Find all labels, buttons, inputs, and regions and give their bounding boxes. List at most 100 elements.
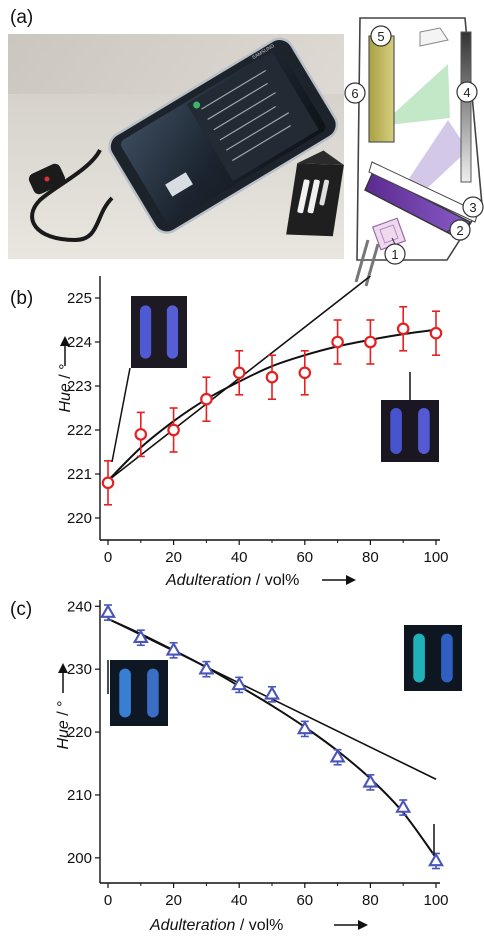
x-tick-label: 40 [231, 892, 248, 909]
y-tick-label: 222 [67, 422, 92, 439]
svg-text:6: 6 [351, 86, 358, 101]
schematic-marker-6: 6 [344, 82, 366, 104]
gray-sensor-strip [460, 31, 472, 183]
data-point [232, 366, 246, 380]
x-tick-label: 0 [104, 892, 112, 909]
x-axis-label: Adulteration / vol% [149, 917, 283, 934]
light-beam-green [380, 64, 450, 126]
y-axis-label-unit: / ° [57, 363, 74, 383]
data-point [231, 676, 248, 691]
inset-image-c-right-left-channel [413, 633, 425, 683]
inset-callout-line [111, 367, 131, 463]
inset-image-c-left-background [110, 660, 168, 726]
data-point [429, 326, 443, 340]
schematic-marker-1: 1 [384, 243, 406, 265]
data-point [165, 641, 182, 656]
data-point [134, 428, 148, 441]
usb-cable [30, 148, 114, 243]
data-point [198, 660, 215, 675]
data-point [167, 423, 180, 437]
inset-image-b-right [381, 400, 439, 462]
data-point [101, 476, 115, 490]
data-point [265, 370, 279, 384]
inset-image-c-left [110, 660, 168, 726]
spectrometer-attachment [286, 150, 344, 237]
y-axis-label-unit: / ° [55, 700, 72, 720]
y-axis-label-name: Hue [57, 383, 74, 412]
data-point [364, 335, 377, 349]
chart-c: 0 20 40 60 80 100 200 210 220 230 240 Adulteration … [55, 598, 462, 934]
x-tick-label: 20 [165, 892, 182, 909]
y-tick-label: 210 [67, 787, 92, 804]
svg-text:5: 5 [377, 29, 384, 44]
x-tick-label: 100 [423, 549, 448, 566]
inset-image-b-left-left-channel [139, 305, 152, 359]
light-beam-violet [408, 120, 468, 195]
y-tick-label: 220 [67, 724, 92, 741]
data-point [200, 392, 213, 406]
inset-image-b-right-right-channel [418, 408, 430, 454]
x-axis-label-unit: / vol% [251, 572, 299, 589]
nonlinear-fit-curve [107, 617, 437, 859]
inset-image-b-left [131, 296, 187, 368]
chart-b: 0 20 40 60 80 100 220 221 222 223 224 225 Adulterati… [57, 276, 449, 589]
inset-image-c-left-right-channel [147, 668, 159, 718]
data-point [298, 366, 312, 380]
x-tick-label: 0 [104, 549, 112, 566]
y-axis-label: Hue / ° [57, 363, 74, 412]
inset-image-c-right-background [404, 625, 462, 691]
inset-image-b-left-right-channel [166, 305, 179, 359]
schematic-marker-5: 5 [370, 25, 392, 47]
inset-image-b-right-background [381, 400, 439, 462]
data-point [362, 773, 379, 788]
x-tick-label: 100 [423, 892, 448, 909]
x-tick-label: 80 [362, 892, 379, 909]
inset-image-c-left-left-channel [119, 668, 131, 718]
y-tick-label: 223 [67, 378, 92, 395]
x-axis-label-name: Adulteration [165, 572, 251, 589]
x-axis-label: Adulteration / vol% [165, 572, 299, 589]
y-tick-label: 220 [67, 510, 92, 527]
data-point [132, 629, 149, 644]
svg-text:4: 4 [463, 85, 470, 100]
schematic-marker-3: 3 [462, 196, 484, 218]
inset-image-c-right-right-channel [441, 633, 453, 683]
data-point [428, 852, 444, 867]
data-point [296, 720, 313, 735]
data-point [329, 748, 346, 763]
data-point [100, 603, 116, 618]
x-tick-label: 20 [165, 549, 182, 566]
y-tick-label: 230 [67, 661, 92, 678]
data-point [396, 322, 410, 336]
y-tick-label: 221 [67, 466, 92, 483]
y-tick-label: 240 [67, 598, 92, 615]
plot-area [107, 617, 437, 859]
photo-smartphone-setup: SAMSUNG [8, 34, 344, 259]
spectrometer-schematic: 1 2 3 4 5 6 [344, 17, 484, 287]
panel-label-c: (c) [10, 599, 32, 620]
x-axis-label-unit: / vol% [235, 917, 283, 934]
data-point [264, 685, 280, 700]
x-tick-label: 40 [231, 549, 248, 566]
y-axis-label-name: Hue [55, 720, 72, 749]
y-axis-label: Hue / ° [55, 700, 72, 749]
data-point [395, 798, 412, 813]
yellow-filter-strip [368, 35, 395, 143]
y-tick-label: 200 [67, 850, 92, 867]
inset-image-b-right-left-channel [390, 408, 402, 454]
svg-text:2: 2 [456, 223, 463, 238]
panel-label-a: (a) [10, 7, 33, 28]
schematic-marker-4: 4 [456, 81, 478, 103]
y-tick-label: 225 [67, 290, 92, 307]
svg-text:1: 1 [391, 247, 398, 262]
y-tick-label: 224 [67, 334, 92, 351]
x-tick-label: 60 [296, 549, 313, 566]
x-tick-label: 80 [362, 549, 379, 566]
panel-label-b: (b) [10, 288, 33, 309]
data-point [331, 335, 344, 349]
x-tick-label: 60 [296, 892, 313, 909]
x-axis-label-name: Adulteration [149, 917, 235, 934]
schematic-marker-2: 2 [449, 219, 471, 241]
inset-image-b-left-background [131, 296, 187, 368]
